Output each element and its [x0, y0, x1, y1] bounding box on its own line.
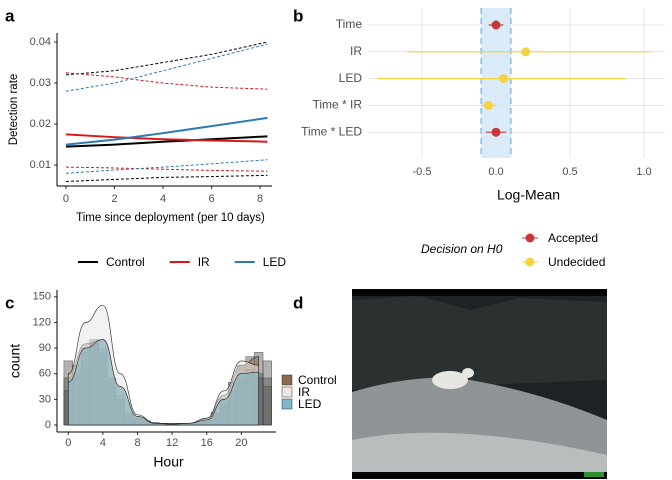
y-tick-label: 90	[39, 342, 51, 354]
point	[484, 100, 494, 110]
legend-key	[525, 233, 535, 243]
snow-front	[352, 432, 607, 472]
hare-head	[462, 368, 474, 378]
x-tick-label: 2	[111, 193, 117, 205]
point	[491, 127, 501, 137]
x-tick-label: 1.0	[636, 166, 651, 178]
legend-label: Accepted	[548, 231, 598, 245]
y-tick-label: Time	[336, 17, 363, 31]
photo-logo	[584, 472, 604, 477]
x-tick-label: 16	[201, 437, 213, 449]
x-tick-label: 6	[209, 193, 215, 205]
legend-label: Control	[298, 373, 337, 387]
x-tick-label: 8	[257, 193, 263, 205]
trend-line	[65, 116, 268, 146]
trees	[352, 296, 607, 390]
hare	[432, 371, 468, 389]
point	[491, 20, 501, 30]
y-axis-title: Detection rate	[8, 74, 20, 146]
x-tick-label: 4	[100, 437, 106, 449]
legend-label: IR	[298, 385, 310, 399]
y-tick-label: 0	[45, 419, 51, 431]
panel-label: c	[5, 293, 14, 312]
ci-upper	[65, 72, 268, 90]
ci-lower	[65, 159, 268, 174]
legend-label: Undecided	[548, 255, 605, 269]
y-axis-title: count	[7, 344, 23, 378]
y-tick-label: 120	[33, 316, 51, 328]
legend-label: IR	[198, 255, 210, 269]
ci-upper	[65, 43, 268, 92]
panel-label: b	[293, 6, 303, 25]
legend-label: Control	[106, 255, 145, 269]
legend-key	[525, 257, 535, 267]
histogram-bar	[262, 386, 272, 426]
y-tick-label: LED	[339, 71, 363, 85]
x-tick-label: 12	[166, 437, 178, 449]
x-tick-label: 8	[134, 437, 140, 449]
y-tick-label: 150	[33, 291, 51, 303]
legend-key	[281, 374, 293, 386]
x-tick-label: 0.5	[562, 166, 577, 178]
legend-key	[281, 386, 293, 398]
x-tick-label: 20	[235, 437, 247, 449]
y-tick-label: IR	[350, 44, 362, 58]
y-tick-label: Time * LED	[301, 124, 362, 138]
x-tick-label: 4	[160, 193, 166, 205]
ci-upper	[65, 41, 268, 76]
legend-key	[281, 398, 293, 410]
panel-label: a	[5, 6, 15, 25]
y-tick-label: 0.03	[30, 77, 51, 89]
y-tick-label: 0.02	[30, 118, 51, 130]
photo-footer	[352, 472, 607, 479]
x-tick-label: 0.0	[488, 166, 503, 178]
x-tick-label: 0	[63, 193, 69, 205]
legend-label: LED	[298, 397, 322, 411]
legend-label: LED	[263, 255, 287, 269]
panel-label: d	[293, 293, 303, 312]
trend-line	[65, 135, 268, 148]
y-tick-label: 0.04	[30, 36, 51, 48]
density-area	[67, 339, 259, 426]
y-tick-label: Time * IR	[312, 98, 362, 112]
y-tick-label: 60	[39, 368, 51, 380]
point	[521, 47, 531, 57]
photo	[352, 289, 607, 479]
x-tick-label: 0	[65, 437, 71, 449]
x-tick-label: -0.5	[413, 166, 432, 178]
y-tick-label: 30	[39, 393, 51, 405]
trend-line	[65, 133, 268, 143]
ci-lower	[65, 174, 268, 182]
x-axis-title: Hour	[153, 454, 184, 470]
x-axis-title: Log-Mean	[497, 187, 560, 203]
y-tick-label: 0.01	[30, 159, 51, 171]
point	[498, 74, 508, 84]
photo-banner	[352, 289, 607, 296]
x-axis-title: Time since deployment (per 10 days)	[76, 212, 265, 224]
legend-title: Decision on H0	[421, 242, 503, 256]
ci-lower	[65, 166, 268, 172]
